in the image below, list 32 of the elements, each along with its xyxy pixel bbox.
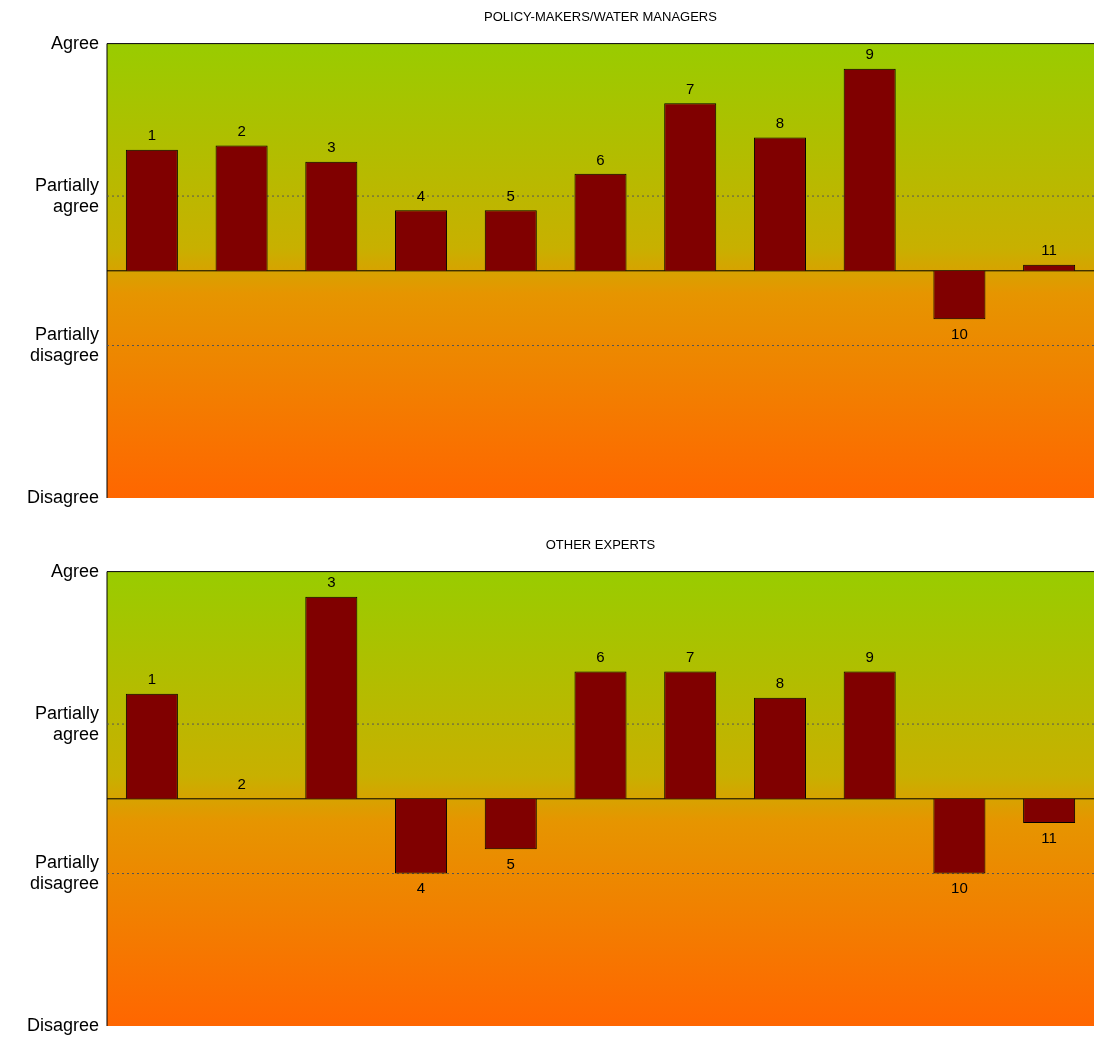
category-label: 5 [506,854,515,872]
category-label: 10 [951,324,968,342]
text: Agree [50,32,99,53]
category-label: 7 [686,79,695,97]
category-label: 11 [1041,828,1057,846]
category-label: 3 [327,138,336,156]
category-label: 3 [327,573,336,591]
category-label: 9 [865,45,874,63]
category-label: 4 [416,186,426,204]
category-label: 10 [951,879,968,897]
category-label: 8 [775,674,785,692]
category-label: 1 [147,126,157,144]
text: Agree [50,560,99,581]
category-label: 6 [596,150,605,168]
category-label: 7 [686,648,695,666]
category-label: 6 [596,648,605,666]
category-label: 2 [237,775,246,793]
category-label: 1 [147,670,157,688]
category-label: 2 [237,122,246,140]
chart-title: OTHER EXPERTS [545,537,656,553]
chart-title: POLICY-MAKERS/WATER MANAGERS [484,9,718,25]
category-label: 9 [865,648,874,666]
ref-line-label: Partially agree [34,702,99,744]
category-label: 5 [506,186,515,204]
ref-line-label: Partially disagree [29,323,99,365]
ref-line-label: Partially disagree [29,851,99,893]
ref-line-label: Partially agree [34,174,99,216]
category-label: 4 [416,879,426,897]
category-label: 8 [775,114,785,132]
category-label: 11 [1041,241,1057,259]
text: Disagree [26,486,99,507]
text: Disagree [26,1014,99,1035]
